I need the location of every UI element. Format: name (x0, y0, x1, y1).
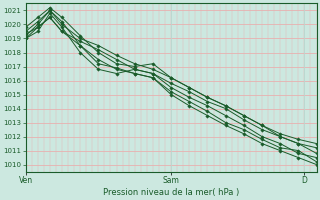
X-axis label: Pression niveau de la mer( hPa ): Pression niveau de la mer( hPa ) (103, 188, 239, 197)
